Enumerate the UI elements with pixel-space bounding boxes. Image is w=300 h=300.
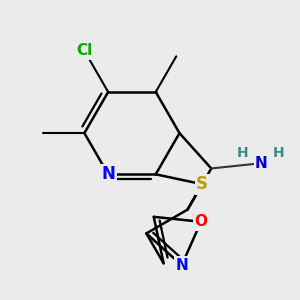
- Text: S: S: [196, 175, 208, 193]
- Text: N: N: [101, 165, 115, 183]
- Text: O: O: [194, 214, 208, 229]
- Text: H: H: [236, 146, 248, 160]
- Text: Cl: Cl: [76, 43, 92, 58]
- Text: N: N: [175, 258, 188, 273]
- Text: N: N: [255, 156, 268, 171]
- Text: H: H: [273, 146, 284, 160]
